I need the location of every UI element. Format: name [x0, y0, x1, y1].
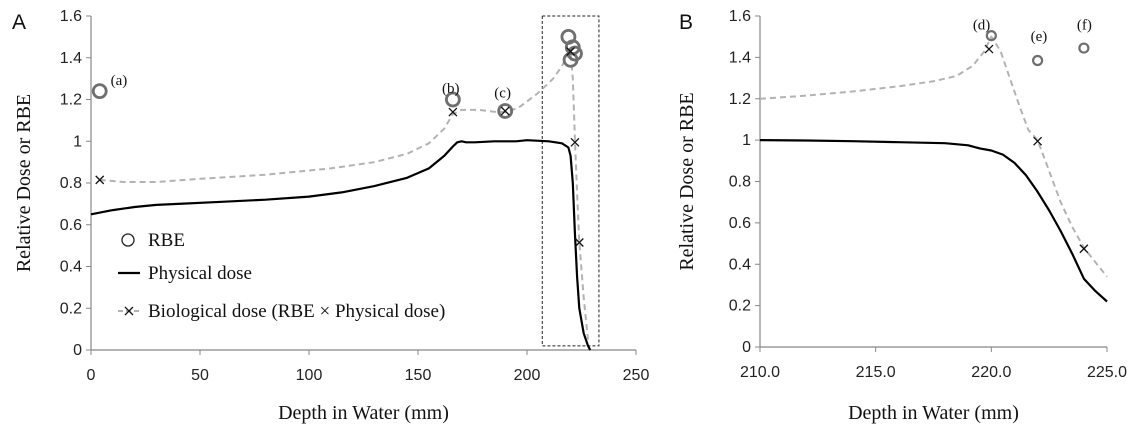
- y-tick-label: 1.2: [729, 91, 751, 108]
- rbe-point: [91, 83, 108, 100]
- y-tick-label: 0.8: [60, 175, 82, 192]
- y-tick-label: 0.2: [729, 298, 751, 315]
- y-axis-title: Relative Dose or RBE: [676, 92, 698, 270]
- y-tick-label: 1.4: [60, 50, 82, 67]
- rbe-point: [497, 103, 514, 119]
- x-tick-label: 100: [296, 367, 323, 384]
- biological-dose-marker: [574, 238, 584, 247]
- y-axis-title: Relative Dose or RBE: [13, 94, 35, 272]
- rbe-point: [1078, 42, 1090, 54]
- legend: RBE Physical dose Biological dose (RBE × P…: [118, 230, 445, 322]
- biological-dose-marker: [500, 106, 510, 116]
- point-annotation: (e): [1031, 29, 1048, 45]
- legend-rbe-marker: [121, 233, 135, 247]
- legend-label: Biological dose (RBE × Physical dose): [148, 301, 445, 322]
- x-tick-label: 0: [87, 367, 96, 384]
- biological-dose-marker: [566, 47, 576, 56]
- panel-letter: B: [679, 11, 693, 34]
- x-tick-label: 200: [514, 367, 541, 384]
- biological-dose-marker: [95, 175, 105, 185]
- y-tick-label: 1.2: [60, 92, 82, 109]
- biological-dose-marker: [984, 44, 994, 54]
- y-tick-label: 1: [742, 132, 751, 149]
- y-tick-label: 0: [73, 342, 82, 359]
- legend-label: RBE: [148, 230, 185, 251]
- y-tick-label: 1.6: [60, 8, 82, 25]
- y-tick-label: 0.4: [60, 259, 82, 276]
- y-tick-label: 0.8: [729, 174, 751, 191]
- legend-label: Physical dose: [148, 263, 252, 284]
- rbe-point: [985, 30, 997, 42]
- x-tick-label: 50: [191, 367, 209, 384]
- point-annotation: (a): [111, 73, 128, 89]
- x-tick-label: 220.0: [971, 364, 1011, 381]
- chart-panel-a: A 0 0.2 0.4 0.6 0.8 1 1.2 1.4 1.6 0 50 100 150 200 250 D…: [12, 8, 649, 424]
- y-tick-label: 0.6: [729, 215, 751, 232]
- point-annotation: (d): [973, 17, 991, 33]
- rbe-point: [444, 91, 461, 108]
- x-tick-label: 215.0: [856, 364, 896, 381]
- biological-dose-marker: [1079, 244, 1089, 254]
- y-tick-label: 1.6: [729, 8, 751, 25]
- point-annotation: (c): [494, 85, 511, 101]
- x-tick-label: 150: [405, 367, 432, 384]
- biological-dose-marker: [448, 107, 458, 117]
- biological-dose-marker: [1033, 136, 1043, 146]
- rbe-point: [1031, 54, 1044, 67]
- point-annotation: (b): [442, 81, 460, 97]
- y-tick-label: 0.6: [60, 217, 82, 234]
- x-axis-title: Depth in Water (mm): [278, 402, 449, 424]
- y-tick-label: 0: [742, 339, 751, 356]
- y-tick-label: 0.4: [729, 256, 751, 273]
- biological-dose-marker: [570, 137, 580, 147]
- x-tick-label: 250: [623, 367, 650, 384]
- legend-biological-dose-marker: [124, 306, 134, 316]
- x-tick-label: 210.0: [740, 364, 780, 381]
- zoom-region-box: [541, 15, 600, 347]
- y-tick-label: 0.2: [60, 300, 82, 317]
- physical-dose-line: [90, 139, 592, 351]
- point-annotation: (f): [1077, 17, 1092, 33]
- panel-letter: A: [12, 11, 26, 34]
- biological-dose-line: [99, 50, 589, 340]
- y-tick-label: 1: [73, 133, 82, 150]
- chart-panel-b: B 0 0.2 0.4 0.6 0.8 1 1.2 1.4 1.6 210.0 215.0 220.0 2…: [676, 8, 1127, 424]
- biological-dose-line: [759, 35, 1108, 278]
- x-tick-label: 225.0: [1087, 364, 1127, 381]
- y-tick-label: 1.4: [729, 49, 751, 66]
- x-axis-title: Depth in Water (mm): [848, 402, 1019, 424]
- physical-dose-line: [759, 139, 1108, 303]
